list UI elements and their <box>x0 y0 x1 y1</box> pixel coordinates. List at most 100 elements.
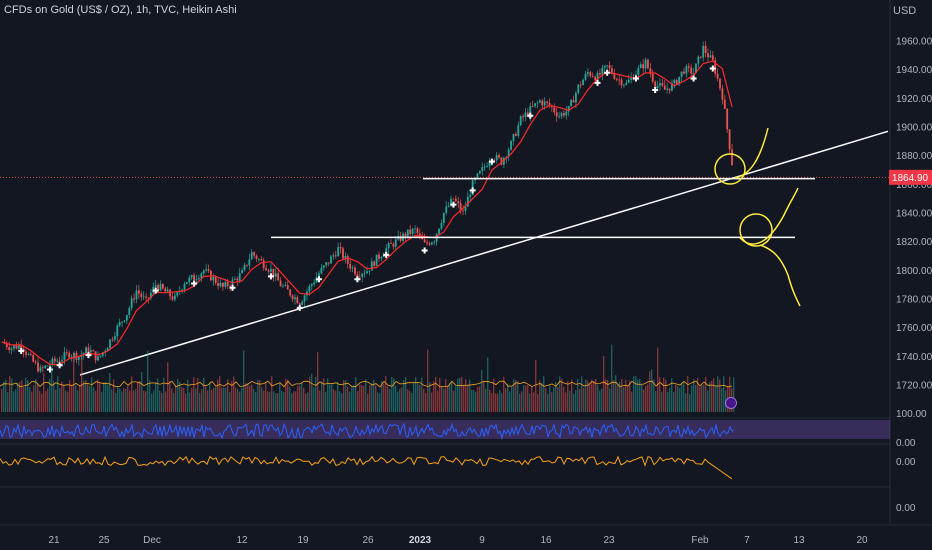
volume-bar <box>273 391 275 412</box>
candle-body <box>642 64 645 69</box>
volume-bar <box>173 392 175 412</box>
candle-body <box>198 277 200 279</box>
candle-body <box>529 106 532 116</box>
candle-body <box>238 273 241 281</box>
volume-bar <box>333 389 335 412</box>
candle-body <box>325 262 328 266</box>
candle-body <box>226 282 229 287</box>
volume-bar <box>221 387 223 412</box>
candle-body <box>714 60 717 74</box>
alert-icon <box>725 397 737 409</box>
signal-marker <box>604 69 611 76</box>
volume-bar <box>433 381 435 412</box>
candle-body <box>716 73 719 79</box>
volume-bar <box>99 382 101 412</box>
candle-body <box>498 155 500 158</box>
candle-body <box>207 269 210 271</box>
volume-bar <box>147 350 149 412</box>
volume-bar <box>121 391 123 412</box>
volume-bar <box>423 388 425 412</box>
volume-bar <box>369 385 371 412</box>
volume-bar <box>307 392 309 412</box>
volume-bar <box>165 391 167 412</box>
annotation-circle <box>739 213 773 247</box>
candle-body <box>20 345 23 349</box>
volume-bar <box>671 378 673 412</box>
candle-body <box>106 347 109 351</box>
volume-bar <box>545 388 547 412</box>
candle-body <box>166 289 169 292</box>
volume-bar <box>149 380 151 412</box>
volume-bar <box>13 391 15 412</box>
candle-body <box>344 256 347 259</box>
volume-bar <box>359 384 361 412</box>
candle-body <box>164 288 167 292</box>
volume-bar <box>245 383 247 412</box>
volume-bar <box>239 391 241 412</box>
candle-body <box>611 68 613 74</box>
volume-bar <box>251 384 253 412</box>
volume-bar <box>561 378 563 412</box>
volume-bar <box>451 380 453 412</box>
volume-bar <box>281 390 283 412</box>
signal-marker <box>56 362 63 369</box>
candle-body <box>541 100 544 106</box>
candle-body <box>538 100 541 103</box>
y-tick-label: 1820.00 <box>896 237 932 248</box>
candle-body <box>356 274 359 277</box>
volume-bar <box>573 393 575 412</box>
volume-bar <box>417 382 419 412</box>
candle-body <box>637 67 640 75</box>
volume-bar <box>669 387 671 412</box>
volume-bar <box>553 387 555 412</box>
candle-body <box>526 112 529 116</box>
volume-bar <box>621 379 623 412</box>
candle-body <box>116 325 119 337</box>
candle-body <box>354 267 356 275</box>
volume-bar <box>329 384 331 412</box>
volume-bar <box>187 379 189 412</box>
candle-body <box>298 303 301 305</box>
volume-bar <box>31 391 33 412</box>
volume-bar <box>317 352 319 412</box>
candle-body <box>447 205 450 207</box>
signal-marker <box>594 79 601 86</box>
candle-body <box>241 270 244 274</box>
volume-bar <box>645 386 647 412</box>
candle-body <box>687 66 690 68</box>
candle-body <box>510 140 512 150</box>
volume-bar <box>353 385 355 412</box>
volume-bar <box>531 386 533 412</box>
volume-bar <box>311 373 313 412</box>
candle-body <box>255 255 258 260</box>
volume-bar <box>157 378 159 412</box>
volume-bar <box>7 392 9 412</box>
oscillator-tick-label: 0.00 <box>896 503 916 514</box>
volume-bar <box>633 376 635 412</box>
x-tick-label: 7 <box>744 535 750 546</box>
volume-bar <box>197 378 199 412</box>
candle-body <box>587 72 589 74</box>
volume-bar <box>509 391 511 412</box>
signal-marker <box>315 276 322 283</box>
volume-bar <box>337 382 339 412</box>
candle-body <box>591 75 594 77</box>
candle-body <box>599 72 601 75</box>
volume-bar <box>205 386 207 412</box>
volume-bar <box>587 380 589 412</box>
volume-bar <box>357 391 359 412</box>
candle-body <box>234 278 236 280</box>
candle-body <box>536 102 539 104</box>
candle-body <box>188 277 191 283</box>
candle-body <box>101 352 104 356</box>
candle-body <box>205 269 208 271</box>
candle-body <box>534 103 536 107</box>
volume-bar <box>93 387 95 412</box>
candle-body <box>623 84 625 86</box>
volume-bar <box>73 353 75 412</box>
candle-body <box>351 267 354 269</box>
candle-body <box>731 149 733 166</box>
candle-body <box>430 242 433 245</box>
volume-bar <box>305 393 307 412</box>
